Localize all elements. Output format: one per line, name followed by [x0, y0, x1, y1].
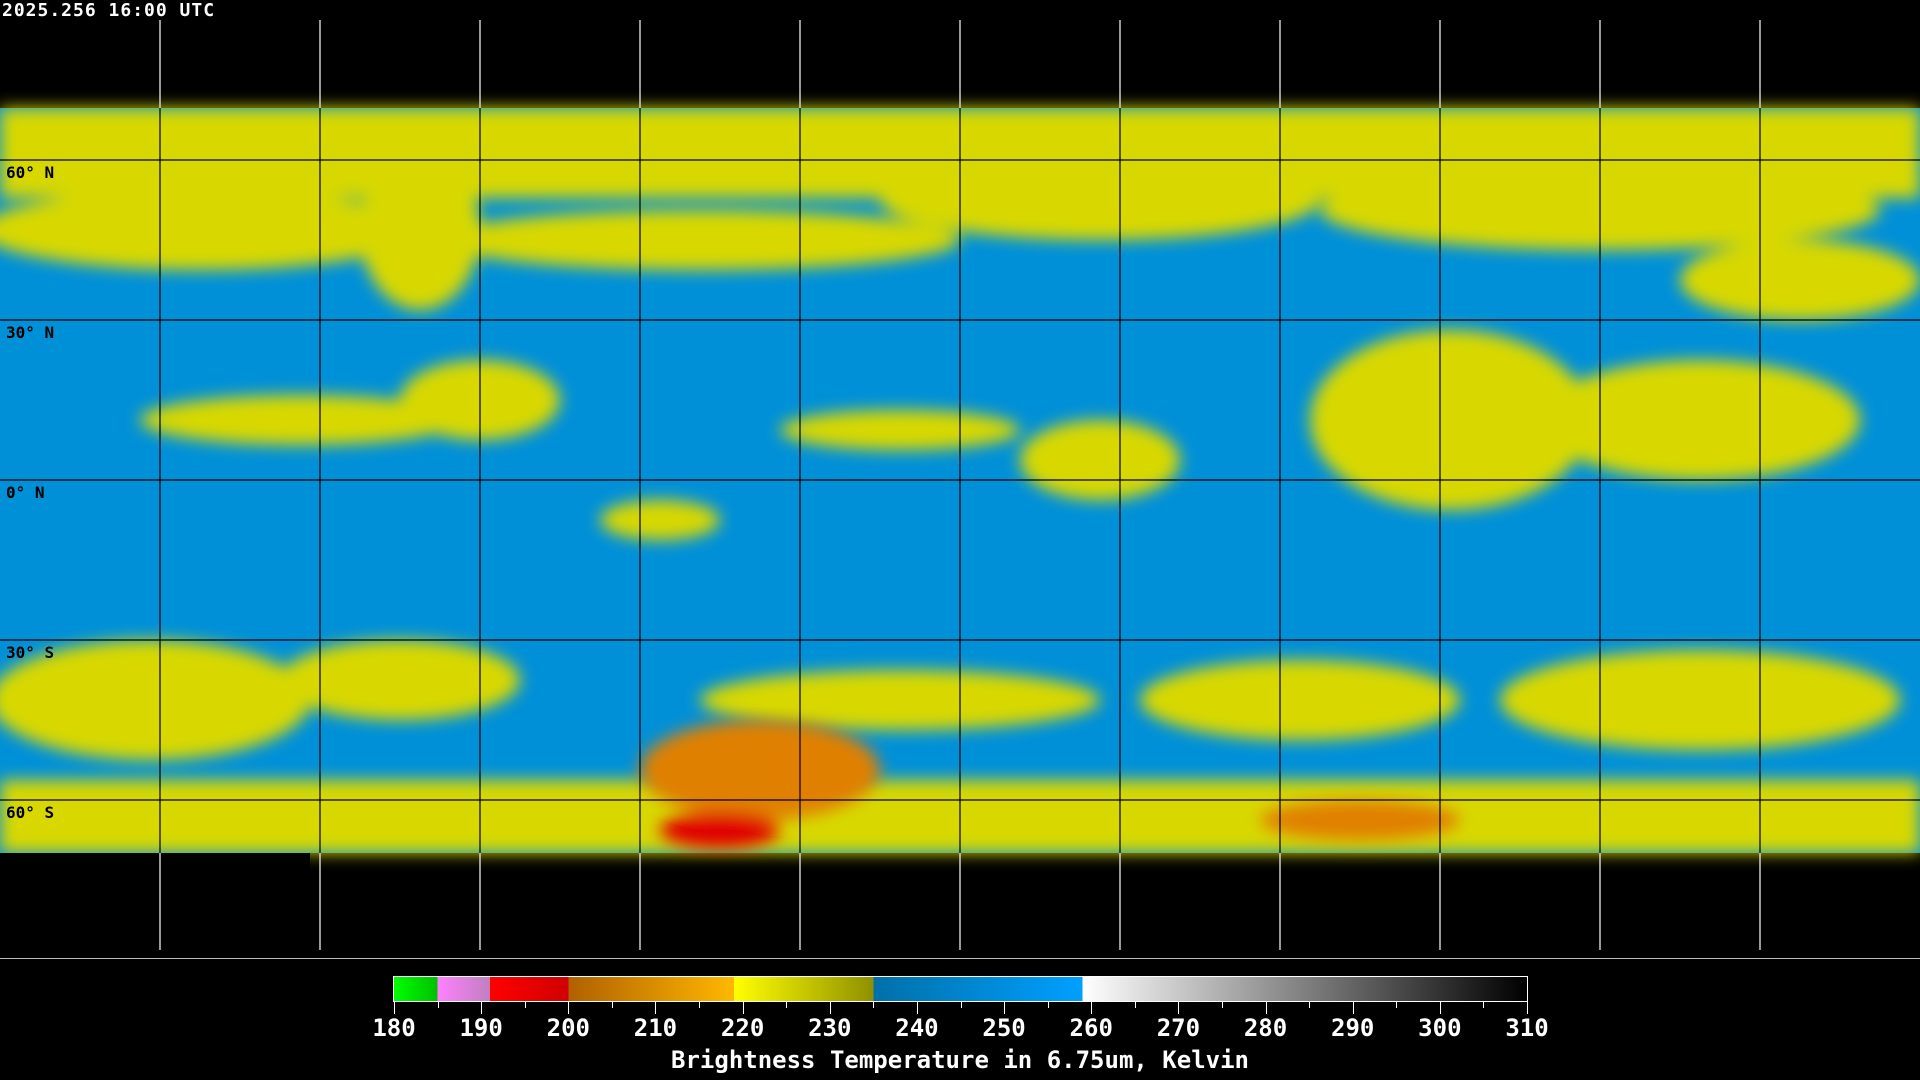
colorbar-tick	[1396, 1002, 1398, 1008]
colorbar-tick	[611, 1002, 613, 1008]
colorbar-tick-label: 200	[546, 1014, 590, 1042]
colorbar-tick	[1439, 1002, 1441, 1014]
lat-label-30n: 30° N	[6, 323, 55, 342]
lat-label-60s: 60° S	[6, 803, 55, 822]
colorbar-tick	[873, 1002, 875, 1008]
colorbar-tick-label: 230	[808, 1014, 852, 1042]
colorbar-tick	[1265, 1002, 1267, 1014]
colorbar-tick-label: 220	[720, 1014, 765, 1042]
colorbar-tick-label: 310	[1505, 1014, 1549, 1042]
lat-label-30s: 30° S	[6, 643, 55, 662]
colorbar-tick	[568, 1002, 570, 1014]
colorbar-tick	[1004, 1002, 1006, 1014]
colorbar-tick-label: 210	[633, 1014, 678, 1042]
colorbar-tick	[699, 1002, 701, 1008]
colorbar-tick-label: 180	[372, 1014, 416, 1042]
colorbar-tick	[1047, 1002, 1049, 1008]
colorbar	[393, 976, 1528, 1002]
colorbar-tick	[524, 1002, 526, 1008]
colorbar-tick	[481, 1002, 483, 1014]
colorbar-tick	[394, 1002, 395, 1014]
colorbar-tick-label: 290	[1331, 1014, 1375, 1042]
colorbar-tick	[1134, 1002, 1136, 1008]
colorbar-tick	[829, 1002, 831, 1014]
colorbar-tick	[1527, 1002, 1528, 1014]
timestamp-label: 2025.256 16:00 UTC	[2, 0, 216, 21]
colorbar-tick-label: 260	[1069, 1014, 1113, 1042]
colorbar-tick-label: 240	[895, 1014, 939, 1042]
lat-label-0n: 0° N	[6, 483, 45, 502]
colorbar-tick	[437, 1002, 439, 1008]
colorbar-tick	[1352, 1002, 1354, 1014]
colorbar-tick	[1178, 1002, 1180, 1014]
colorbar-tick-label: 250	[982, 1014, 1026, 1042]
colorbar-tick	[916, 1002, 918, 1014]
colorbar-tick	[1483, 1002, 1485, 1008]
colorbar-tick-label: 190	[459, 1014, 503, 1042]
colorbar-tick	[786, 1002, 788, 1008]
colorbar-tick-label: 270	[1156, 1014, 1201, 1042]
colorbar-title: Brightness Temperature in 6.75um, Kelvin	[671, 1046, 1249, 1074]
colorbar-tick-label: 280	[1243, 1014, 1288, 1042]
colorbar-tick	[742, 1002, 744, 1014]
colorbar-tick	[1309, 1002, 1311, 1008]
colorbar-tick-label: 300	[1418, 1014, 1462, 1042]
colorbar-tick	[655, 1002, 657, 1014]
water-vapor-map	[0, 20, 1920, 959]
lat-lon-grid	[0, 20, 1920, 950]
colorbar-tick	[960, 1002, 962, 1008]
lat-label-60n: 60° N	[6, 163, 55, 182]
colorbar-tick	[1091, 1002, 1093, 1014]
colorbar-tick	[1221, 1002, 1223, 1008]
